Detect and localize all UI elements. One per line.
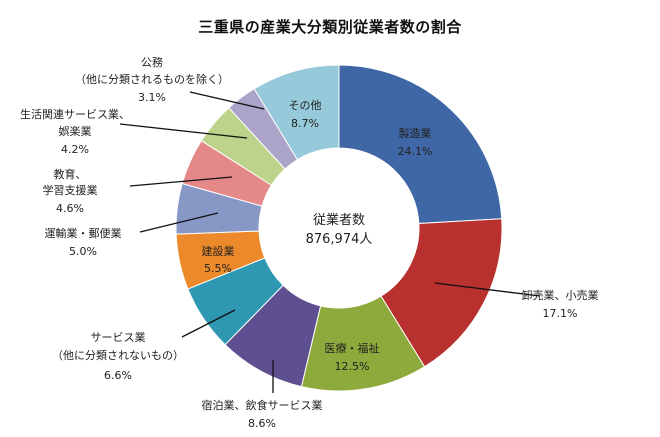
slice-9-leader-line <box>189 91 265 110</box>
slice-1-name-label: 卸売業、小売業 <box>522 288 599 302</box>
slice-6-leader-line <box>139 212 219 233</box>
slice-5-value-label: 5.5% <box>204 262 232 275</box>
slice-10-name-label: その他 <box>289 99 322 112</box>
center-value: 876,974人 <box>306 232 373 247</box>
slice-8-name-label: 娯楽業 <box>59 124 92 138</box>
slice-9-value-label: 3.1% <box>138 91 166 104</box>
slice-7-value-label: 4.6% <box>56 202 84 215</box>
slice-4-name-label: サービス業 <box>91 331 146 344</box>
slice-6-value-label: 5.0% <box>69 245 97 258</box>
slice-8-value-label: 4.2% <box>61 143 89 156</box>
slice-1-segment <box>380 218 503 368</box>
slice-3-name-label: 宿泊業、飲食サービス業 <box>202 398 323 412</box>
slice-2-name-label: 医療・福祉 <box>325 341 380 355</box>
slice-7-name-label: 教育、 <box>54 167 87 181</box>
slice-1-value-label: 17.1% <box>543 307 578 320</box>
slice-0-name-label: 製造業 <box>399 126 432 140</box>
slice-10-segment <box>253 64 340 161</box>
slice-7-leader-line <box>129 176 233 187</box>
slice-4-leader-line <box>181 309 236 338</box>
slice-4-name-label: （他に分類されないもの） <box>52 349 184 362</box>
slice-5-name-label: 建設業 <box>202 244 235 258</box>
center-label: 従業者数 <box>313 212 365 228</box>
slice-10-value-label: 8.7% <box>291 117 319 130</box>
slice-8-leader-line <box>119 123 248 139</box>
slice-1-leader-line <box>434 282 541 297</box>
chart-title: 三重県の産業大分類別従業者数の割合 <box>198 18 462 36</box>
slice-9-name-label: （他に分類されるものを除く） <box>75 72 229 86</box>
slice-3-value-label: 8.6% <box>248 417 276 430</box>
slice-6-name-label: 運輸業・郵便業 <box>45 226 122 240</box>
slice-8-name-label: 生活関連サービス業、 <box>20 107 130 121</box>
slice-2-value-label: 12.5% <box>335 360 370 373</box>
slice-9-name-label: 公務 <box>141 55 163 69</box>
slice-4-value-label: 6.6% <box>104 369 132 382</box>
slice-7-name-label: 学習支援業 <box>43 183 98 197</box>
slice-0-value-label: 24.1% <box>398 145 433 158</box>
slice-0-segment <box>338 64 503 225</box>
